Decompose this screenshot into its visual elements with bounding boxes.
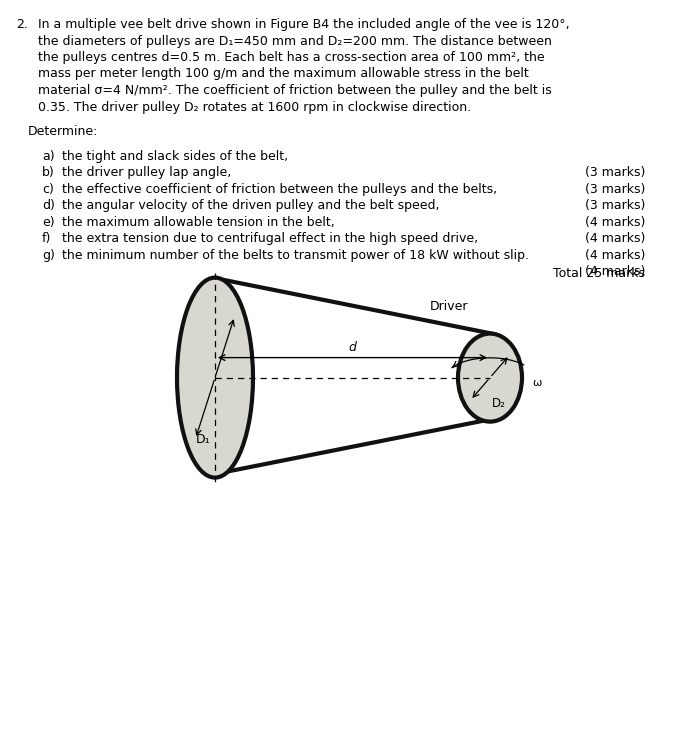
Text: c): c) <box>42 183 54 196</box>
Text: (3 marks): (3 marks) <box>585 199 645 212</box>
Text: (4 marks): (4 marks) <box>585 249 645 262</box>
Text: the extra tension due to centrifugal effect in the high speed drive,: the extra tension due to centrifugal eff… <box>62 232 478 245</box>
Text: d): d) <box>42 199 55 212</box>
Text: the effective coefficient of friction between the pulleys and the belts,: the effective coefficient of friction be… <box>62 183 497 196</box>
Text: 0.35. The driver pulley D₂ rotates at 1600 rpm in clockwise direction.: 0.35. The driver pulley D₂ rotates at 16… <box>38 100 471 113</box>
Text: Determine:: Determine: <box>28 125 99 138</box>
Text: the diameters of pulleys are D₁=450 mm and D₂=200 mm. The distance between: the diameters of pulleys are D₁=450 mm a… <box>38 34 552 48</box>
Text: the maximum allowable tension in the belt,: the maximum allowable tension in the bel… <box>62 216 335 229</box>
Ellipse shape <box>177 278 253 477</box>
Text: (3 marks): (3 marks) <box>585 166 645 179</box>
Text: In a multiple vee belt drive shown in Figure B4 the included angle of the vee is: In a multiple vee belt drive shown in Fi… <box>38 18 570 31</box>
Text: material σ=4 N/mm². The coefficient of friction between the pulley and the belt : material σ=4 N/mm². The coefficient of f… <box>38 84 552 97</box>
Text: a): a) <box>42 150 54 162</box>
Text: g): g) <box>42 249 55 262</box>
Text: d: d <box>349 341 356 354</box>
Text: Total 25 marks: Total 25 marks <box>553 267 645 280</box>
Text: (3 marks): (3 marks) <box>585 183 645 195</box>
Text: (4 marks): (4 marks) <box>585 265 645 278</box>
Text: e): e) <box>42 216 54 229</box>
Text: the driver pulley lap angle,: the driver pulley lap angle, <box>62 166 232 179</box>
Text: the minimum number of the belts to transmit power of 18 kW without slip.: the minimum number of the belts to trans… <box>62 249 529 262</box>
Ellipse shape <box>458 333 522 422</box>
Text: ω: ω <box>532 378 542 387</box>
Text: D₂: D₂ <box>491 398 506 410</box>
Text: D₁: D₁ <box>196 433 211 446</box>
Text: mass per meter length 100 g/m and the maximum allowable stress in the belt: mass per meter length 100 g/m and the ma… <box>38 67 528 80</box>
Text: b): b) <box>42 166 54 179</box>
Text: (4 marks): (4 marks) <box>585 232 645 245</box>
Text: the tight and slack sides of the belt,: the tight and slack sides of the belt, <box>62 150 288 162</box>
Text: the angular velocity of the driven pulley and the belt speed,: the angular velocity of the driven pulle… <box>62 199 440 212</box>
Text: 2.: 2. <box>16 18 28 31</box>
Text: (4 marks): (4 marks) <box>585 216 645 229</box>
Text: Driver: Driver <box>430 300 469 313</box>
Text: f): f) <box>42 232 52 245</box>
Text: the pulleys centres d=0.5 m. Each belt has a cross-section area of 100 mm², the: the pulleys centres d=0.5 m. Each belt h… <box>38 51 544 64</box>
